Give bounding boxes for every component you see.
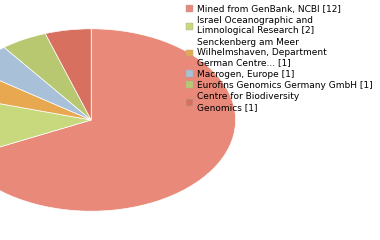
Text: 5%: 5% (17, 74, 29, 84)
Text: 66%: 66% (162, 147, 179, 157)
Text: 5%: 5% (70, 56, 82, 66)
Text: 11%: 11% (0, 120, 6, 130)
Legend: Mined from GenBank, NCBI [12], Israel Oceanographic and
Limnological Research [2: Mined from GenBank, NCBI [12], Israel Oc… (186, 5, 373, 112)
Text: 5%: 5% (0, 90, 12, 100)
Text: 5%: 5% (41, 63, 53, 72)
